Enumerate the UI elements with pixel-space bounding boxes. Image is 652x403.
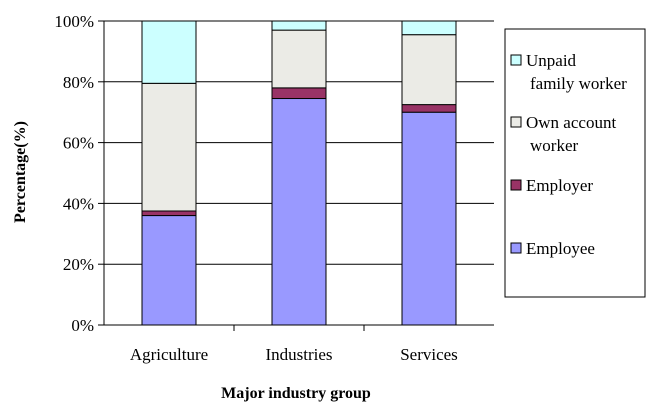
legend-label: worker — [530, 136, 578, 155]
bar-segment-employer — [401, 104, 457, 113]
bar-segment-employee — [271, 98, 327, 326]
y-tick-label: 40% — [63, 194, 94, 213]
y-tick-label: 60% — [63, 134, 94, 153]
y-tick-label: 20% — [63, 255, 94, 274]
y-tick-labels: 0% 20% 40% 60% 80% 100% — [54, 12, 94, 335]
x-tick-label: Agriculture — [130, 345, 208, 364]
legend-swatch — [510, 54, 522, 66]
legend: Unpaid family worker Own account worker Empl… — [504, 28, 646, 298]
x-axis-title: Major industry group — [221, 385, 371, 402]
axes — [98, 20, 494, 331]
y-tick-label: 100% — [54, 12, 94, 31]
bar-segment-own-account-worker — [141, 82, 197, 212]
y-tick-label: 0% — [71, 316, 94, 335]
bars — [141, 20, 457, 326]
bar-segment-own-account-worker — [401, 34, 457, 106]
bar-segment-unpaid-family-worker — [401, 20, 457, 36]
bar-segment-employer — [271, 87, 327, 100]
legend-swatch — [510, 242, 522, 254]
y-tick-label: 80% — [63, 73, 94, 92]
y-axis-title: Percentage(%) — [12, 121, 29, 223]
legend-label: Own account — [526, 113, 616, 132]
legend-swatch — [510, 116, 522, 128]
legend-box — [504, 28, 646, 298]
bar-segment-own-account-worker — [271, 29, 327, 89]
bar-segment-unpaid-family-worker — [141, 20, 197, 84]
legend-label: Unpaid — [526, 51, 577, 70]
legend-label: Employer — [526, 176, 593, 195]
x-tick-label: Industries — [265, 345, 332, 364]
x-tick-labels: Agriculture Industries Services — [130, 345, 458, 364]
bar-segment-employer — [141, 210, 197, 217]
x-tick-label: Services — [400, 345, 458, 364]
legend-label: family worker — [530, 74, 627, 93]
legend-label: Employee — [526, 239, 595, 258]
legend-swatch — [510, 179, 522, 191]
bar-segment-employee — [141, 215, 197, 326]
bar-segment-employee — [401, 111, 457, 326]
bar-segment-unpaid-family-worker — [271, 20, 327, 31]
